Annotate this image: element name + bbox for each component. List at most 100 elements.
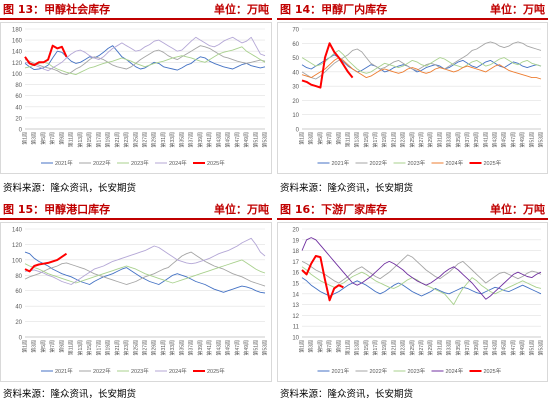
legend-label: 2021年 [332,159,350,167]
x-tick-label: 第11周 [68,132,75,147]
y-tick-label: 140 [12,50,23,56]
x-tick-label: 第31周 [436,340,443,356]
x-tick-label: 第31周 [436,132,443,148]
series-line-2023年 [24,259,266,284]
x-tick-label: 第49周 [519,340,526,356]
legend-label: 2024年 [169,159,187,167]
y-tick-label: 0 [19,336,23,342]
x-tick-label: 第17周 [372,340,379,356]
x-tick-label: 第49周 [243,132,250,148]
y-tick-label: 100 [12,258,23,264]
x-tick-label: 第5周 [317,340,324,353]
x-tick-label: 第51周 [528,132,535,148]
x-tick-label: 第41周 [206,340,213,356]
x-tick-label: 第13周 [354,340,361,356]
y-tick-label: 15 [292,282,299,288]
source-note: 资料来源：隆众资讯，长安期货 [280,183,414,194]
x-tick-label: 第51周 [252,340,259,356]
chart-area: 0 20 40 60 80 100 120 140 160 180 第1周 第3周 第5周 第7周 第9周第… [0,22,272,174]
x-tick-label: 第27周 [142,340,149,356]
x-tick-label: 第29周 [427,132,434,148]
series-line-2024年 [301,57,542,80]
x-tick-label: 第33周 [169,132,176,148]
x-tick-label: 第43周 [492,132,499,148]
y-tick-label: 30 [292,85,299,91]
x-tick-label: 第21周 [114,340,121,356]
x-tick-label: 第49周 [519,132,526,148]
panel-unit: 单位：万吨 [214,3,269,16]
x-tick-label: 第13周 [77,340,84,356]
x-tick-label: 第37周 [464,132,471,148]
y-tick-label: 60 [292,42,299,48]
y-tick-label: 13 [292,303,299,309]
x-tick-label: 第29周 [151,340,158,356]
y-tick-label: 20 [15,116,22,122]
x-tick-label: 第3周 [308,132,315,145]
y-tick-label: 0 [296,128,300,134]
x-tick-label: 第45周 [501,132,508,148]
legend-label: 2022年 [370,159,388,167]
x-tick-label: 第17周 [95,132,102,148]
legend-label: 2024年 [446,159,464,167]
panel-unit: 单位：万吨 [490,203,545,216]
x-tick-label: 第47周 [510,340,517,356]
x-tick-label: 第53周 [538,132,545,148]
x-tick-label: 第25周 [409,340,416,356]
x-tick-label: 第15周 [363,340,370,356]
panel-title: 图 15：甲醇港口库存 [3,203,111,216]
chart-area: 10 11 12 13 14 15 16 17 18 19 20 第1周 第3周 第5周 第7周 第9周 第11… [277,222,548,382]
x-tick-label: 第17周 [372,132,379,148]
legend-label: 2025年 [484,367,502,375]
y-tick-label: 60 [15,94,22,100]
chart-panel-15: 图 15：甲醇港口库存 单位：万吨 0 20 40 60 80 100 120 140 第1周第… [0,200,274,401]
x-tick-label: 第29周 [151,132,158,148]
legend-label: 2024年 [169,367,187,375]
series-line-2025年 [301,42,354,89]
x-tick-label: 第1周 [22,132,29,145]
chart-area: 0 20 40 60 80 100 120 140 第1周 第3周 第5周 第7周 第9周 第11周 第13… [0,222,272,382]
x-tick-label: 第47周 [234,340,241,356]
x-tick-label: 第53周 [538,340,545,356]
x-tick-label: 第45周 [225,132,232,148]
x-tick-label: 第37周 [188,340,195,356]
y-tick-label: 120 [12,243,23,249]
x-tick-label: 第15周 [86,340,93,356]
x-tick-label: 第27周 [418,132,425,148]
x-tick-label: 第39周 [197,132,204,148]
panel-header: 图 13：甲醇社会库存 单位：万吨 [0,0,272,20]
x-tick-label: 第51周 [252,132,259,148]
x-tick-label: 第45周 [501,340,508,356]
x-tick-label: 第11周 [68,340,75,355]
legend-label: 2023年 [408,159,426,167]
x-tick-label: 第47周 [234,132,241,148]
legend-label: 2022年 [93,159,111,167]
x-tick-label: 第27周 [418,340,425,356]
x-tick-label: 第39周 [473,340,480,356]
series-line-2021年 [24,251,266,294]
x-tick-label: 第41周 [206,132,213,148]
x-tick-label: 第29周 [427,340,434,356]
chart-panel-14: 图 14：甲醇厂内库存 单位：万吨 0 10 20 30 40 50 60 70 第1周 第3周第… [277,0,550,200]
x-tick-label: 第23周 [400,132,407,148]
panel-unit: 单位：万吨 [490,3,545,16]
panel-unit: 单位：万吨 [214,203,269,216]
y-tick-label: 40 [15,305,22,311]
y-tick-label: 80 [15,83,22,89]
panel-title: 图 13：甲醇社会库存 [3,3,111,16]
x-tick-label: 第21周 [390,340,397,356]
x-tick-label: 第43周 [215,340,222,356]
series-line-2024年 [24,36,266,72]
x-tick-label: 第19周 [105,340,112,356]
chart-svg: 0 20 40 60 80 100 120 140 第1周 第3周 第5周 第7周 第9周 第11周 第13… [12,228,269,376]
x-tick-label: 第35周 [178,132,185,148]
x-tick-label: 第33周 [446,132,453,148]
series-line-2023年 [24,46,266,76]
panel-header: 图 14：甲醇厂内库存 单位：万吨 [277,0,548,20]
chart-panel-13: 图 13：甲醇社会库存 单位：万吨 0 20 40 60 80 100 120 140 160 1… [0,0,274,200]
legend-label: 2023年 [131,367,149,375]
x-tick-label: 第9周 [58,340,65,353]
x-tick-label: 第51周 [528,340,535,356]
chart-area: 0 10 20 30 40 50 60 70 第1周 第3周 第5周 第7周 第9周 第11周 第13周 第1… [277,22,548,174]
y-tick-label: 20 [15,320,22,326]
